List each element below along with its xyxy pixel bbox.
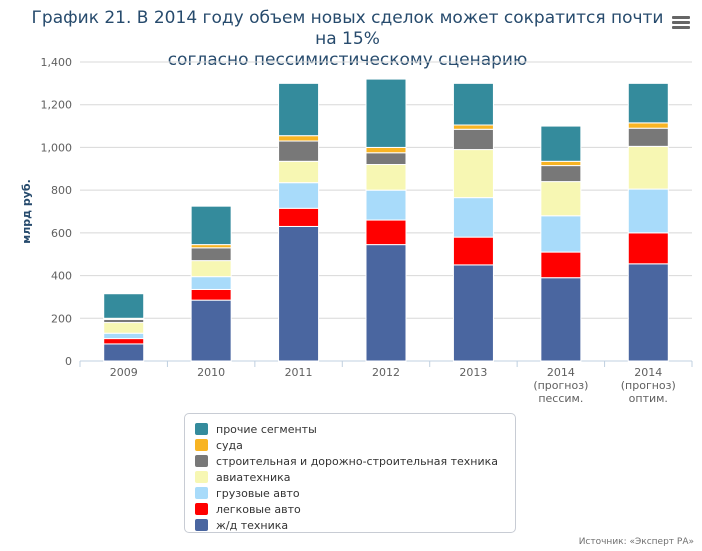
bar-segment [103, 322, 145, 334]
menu-bar [672, 21, 690, 24]
bar-segment [278, 225, 320, 362]
legend-item[interactable]: прочие сегменты [195, 421, 515, 437]
hamburger-menu-icon[interactable] [672, 14, 690, 30]
y-tick-label: 800 [51, 184, 72, 197]
chart-title-line-2: согласно пессимистическому сценарию [167, 50, 528, 70]
bar-segment [540, 125, 582, 162]
bar-segment [103, 338, 145, 345]
legend-item[interactable]: авиатехника [195, 469, 515, 485]
bar-segment [365, 189, 407, 221]
bar-segment [452, 197, 494, 238]
x-tick-label: пессим. [538, 392, 583, 405]
legend-swatch [195, 487, 208, 499]
bar-segment [190, 247, 232, 262]
bar-segment [103, 332, 145, 340]
bar-segment [452, 124, 494, 130]
legend-item[interactable]: ж/д техника [195, 517, 515, 533]
bar-segment [190, 299, 232, 362]
bar-segment [540, 277, 582, 362]
x-tick-label: (прогноз) [533, 379, 588, 392]
chart-title: График 21. В 2014 году объем новых сдело… [20, 8, 675, 71]
bar-segment [627, 82, 669, 124]
legend-label: грузовые авто [216, 486, 300, 500]
x-tick-label: 2014 [634, 366, 662, 379]
legend-swatch [195, 455, 208, 467]
legend-label: авиатехника [216, 470, 291, 484]
bar-segment [278, 135, 320, 142]
bar-segment [627, 127, 669, 147]
legend-swatch [195, 519, 208, 531]
y-tick-label: 1,000 [41, 141, 73, 154]
legend-label: прочие сегменты [216, 422, 317, 436]
bar-segment [540, 181, 582, 217]
x-tick-label: 2012 [372, 366, 400, 379]
legend-swatch [195, 471, 208, 483]
stacked-bar-chart: 0 200 400 600 800 1,000 1,200 1,400 млрд руб. 200… [20, 56, 693, 405]
y-tick-label: 0 [65, 355, 72, 368]
bar-segment [540, 215, 582, 253]
bar-segment [190, 288, 232, 301]
legend-item[interactable]: строительная и дорожно-строительная техн… [195, 453, 515, 469]
x-tick-label: 2014 [547, 366, 575, 379]
bar-segment [540, 165, 582, 183]
bar-segment [627, 122, 669, 129]
bar-segment [365, 244, 407, 362]
legend-swatch [195, 439, 208, 451]
bar-segment [452, 128, 494, 151]
bar-segment [627, 145, 669, 190]
bar-segment [190, 276, 232, 290]
menu-bar [672, 16, 690, 19]
bar-segment [452, 264, 494, 362]
bar-segment [190, 205, 232, 246]
legend-item[interactable]: грузовые авто [195, 485, 515, 501]
legend-item[interactable]: легковые авто [195, 501, 515, 517]
bar-segment [627, 188, 669, 234]
bar-segment [103, 343, 145, 362]
bar-segment [365, 164, 407, 191]
menu-bar [672, 26, 690, 29]
bar-segment [540, 160, 582, 167]
bar-segment [452, 82, 494, 126]
x-tick-label: 2010 [197, 366, 225, 379]
y-tick-label: 200 [51, 312, 72, 325]
x-tick-label: 2011 [285, 366, 313, 379]
x-tick-label: (прогноз) [621, 379, 676, 392]
bar-segment [452, 236, 494, 266]
legend-label: ж/д техника [216, 518, 289, 532]
legend-item[interactable]: суда [195, 437, 515, 453]
y-tick-label: 1,400 [41, 56, 73, 69]
legend-swatch [195, 423, 208, 435]
bar-segment [365, 219, 407, 246]
source-note: Источник: «Эксперт РА» [578, 537, 694, 547]
bar-segment [278, 82, 320, 137]
x-tick-label: 2009 [110, 366, 138, 379]
bar-segment [278, 207, 320, 227]
x-tick-label: 2013 [459, 366, 487, 379]
y-tick-label: 600 [51, 227, 72, 240]
bar-segment [278, 182, 320, 209]
bar-segment [627, 263, 669, 362]
chart-legend: прочие сегменты суда строительная и дорожн… [184, 413, 516, 533]
y-tick-label: 400 [51, 270, 72, 283]
y-tick-label: 1,200 [41, 99, 73, 112]
y-axis-label: млрд руб. [20, 179, 33, 244]
bar-segment [365, 152, 407, 166]
bar-segment [627, 232, 669, 265]
legend-swatch [195, 503, 208, 515]
bar-segment [103, 293, 145, 319]
bar-segment [365, 146, 407, 154]
chart-title-line-1: График 21. В 2014 году объем новых сдело… [31, 8, 664, 49]
bar-segment [540, 251, 582, 279]
legend-label: суда [216, 438, 243, 452]
bar-segment [278, 140, 320, 162]
bar-segment [190, 260, 232, 278]
bar-segment [278, 160, 320, 184]
legend-label: легковые авто [216, 502, 301, 516]
x-tick-label: оптим. [629, 392, 668, 405]
bar-segment [365, 78, 407, 148]
legend-label: строительная и дорожно-строительная техн… [216, 454, 499, 468]
bar-segment [452, 149, 494, 199]
